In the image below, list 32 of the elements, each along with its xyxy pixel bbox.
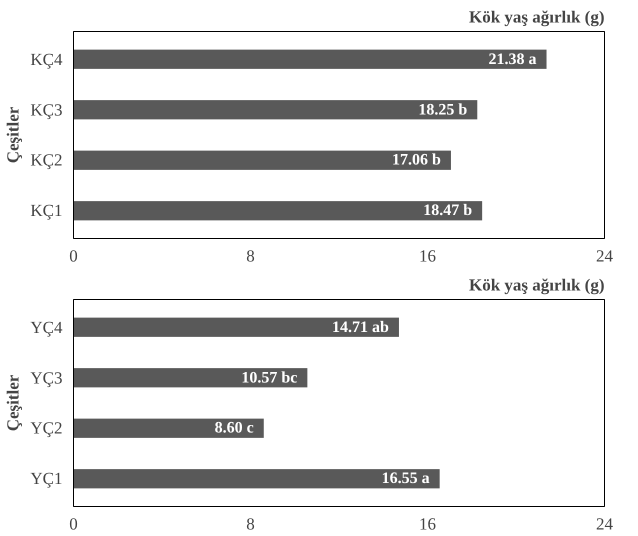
data-label: 10.57 bc [241, 369, 298, 386]
data-label: 14.71 ab [332, 318, 390, 336]
data-label: 16.55 a [382, 470, 430, 488]
y-tick-label: KÇ4 [30, 50, 63, 69]
y-tick-label: YÇ4 [30, 318, 63, 337]
y-tick-label: KÇ2 [30, 150, 63, 170]
x-tick-label: 8 [246, 514, 255, 534]
bar [74, 318, 399, 337]
data-label: 18.25 b [418, 101, 468, 118]
y-axis-title: Çeşitler [3, 374, 22, 432]
x-tick-label: 24 [596, 246, 614, 266]
data-label: 21.38 a [488, 50, 537, 68]
data-label: 17.06 b [392, 152, 442, 169]
y-tick-label: YÇ3 [30, 368, 63, 388]
y-axis-title: Çeşitler [3, 106, 22, 164]
x-tick-label: 8 [246, 246, 255, 266]
y-tick-label: KÇ3 [30, 100, 63, 120]
x-tick-label: 16 [419, 514, 436, 534]
x-tick-label: 24 [596, 514, 614, 534]
chart-title: Kök yaş ağırlık (g) [468, 8, 605, 26]
y-tick-label: KÇ1 [30, 201, 63, 220]
x-tick-label: 0 [69, 514, 78, 534]
bar [74, 469, 440, 488]
y-tick-label: YÇ2 [30, 418, 63, 438]
bar [74, 368, 308, 388]
x-tick-label: 16 [419, 246, 436, 266]
bar [74, 418, 264, 438]
data-label: 8.60 c [214, 420, 254, 437]
x-tick-label: 0 [69, 246, 78, 266]
chart-title: Kök yaş ağırlık (g) [468, 276, 605, 294]
data-label: 18.47 b [423, 202, 472, 220]
y-tick-label: YÇ1 [30, 469, 63, 488]
